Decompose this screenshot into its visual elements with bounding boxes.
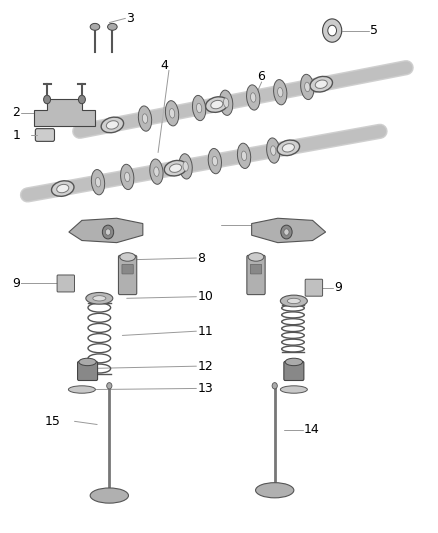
Circle shape <box>102 225 114 239</box>
Ellipse shape <box>248 253 264 261</box>
Ellipse shape <box>283 144 294 152</box>
Ellipse shape <box>138 106 152 131</box>
Ellipse shape <box>95 177 101 187</box>
Circle shape <box>107 383 112 389</box>
Text: 14: 14 <box>304 423 319 437</box>
FancyBboxPatch shape <box>305 279 322 296</box>
Polygon shape <box>69 218 143 243</box>
Circle shape <box>44 95 50 104</box>
Ellipse shape <box>120 253 135 261</box>
Text: 10: 10 <box>197 290 213 303</box>
Circle shape <box>328 25 336 36</box>
Polygon shape <box>252 218 325 243</box>
Ellipse shape <box>300 74 314 100</box>
Ellipse shape <box>192 95 206 120</box>
Ellipse shape <box>305 82 310 92</box>
Ellipse shape <box>52 181 74 196</box>
Text: 11: 11 <box>197 325 213 338</box>
Ellipse shape <box>124 172 130 182</box>
Ellipse shape <box>93 296 106 301</box>
Text: 5: 5 <box>370 24 378 37</box>
Ellipse shape <box>315 80 327 88</box>
Text: 6: 6 <box>257 70 265 83</box>
Text: 9: 9 <box>334 281 342 294</box>
Circle shape <box>272 383 277 389</box>
Text: 4: 4 <box>161 59 169 71</box>
Ellipse shape <box>90 488 128 503</box>
Ellipse shape <box>280 295 307 307</box>
Ellipse shape <box>90 23 100 30</box>
Text: 15: 15 <box>44 415 60 428</box>
Ellipse shape <box>251 93 256 102</box>
FancyBboxPatch shape <box>247 255 265 295</box>
Ellipse shape <box>310 76 332 92</box>
Ellipse shape <box>212 156 218 166</box>
Ellipse shape <box>197 103 202 113</box>
Ellipse shape <box>255 483 294 498</box>
Ellipse shape <box>120 164 134 190</box>
Circle shape <box>106 229 111 235</box>
Ellipse shape <box>223 98 229 108</box>
FancyBboxPatch shape <box>118 255 137 295</box>
Polygon shape <box>34 100 95 126</box>
Ellipse shape <box>237 143 251 168</box>
Text: 9: 9 <box>12 277 20 290</box>
Ellipse shape <box>287 298 300 304</box>
FancyBboxPatch shape <box>122 264 133 274</box>
Ellipse shape <box>278 87 283 97</box>
Text: 8: 8 <box>197 252 205 264</box>
Circle shape <box>284 229 289 235</box>
Ellipse shape <box>79 358 96 366</box>
FancyBboxPatch shape <box>78 361 98 381</box>
Text: 12: 12 <box>197 360 213 373</box>
FancyBboxPatch shape <box>284 361 304 381</box>
Text: 13: 13 <box>197 382 213 395</box>
Ellipse shape <box>108 23 117 30</box>
Ellipse shape <box>241 151 247 160</box>
Ellipse shape <box>280 386 307 393</box>
Text: 2: 2 <box>12 106 20 119</box>
Ellipse shape <box>154 167 159 176</box>
Ellipse shape <box>150 159 163 184</box>
FancyBboxPatch shape <box>57 275 74 292</box>
Ellipse shape <box>267 138 280 163</box>
FancyBboxPatch shape <box>251 264 261 274</box>
FancyBboxPatch shape <box>35 128 54 141</box>
Ellipse shape <box>285 358 303 366</box>
Ellipse shape <box>101 117 124 133</box>
Ellipse shape <box>205 97 228 112</box>
Ellipse shape <box>179 154 192 179</box>
Text: 1: 1 <box>13 128 21 141</box>
Circle shape <box>322 19 342 42</box>
Ellipse shape <box>277 140 300 156</box>
Ellipse shape <box>211 100 223 109</box>
Ellipse shape <box>170 109 175 118</box>
Ellipse shape <box>142 114 148 123</box>
Ellipse shape <box>219 90 233 115</box>
Circle shape <box>78 95 85 104</box>
Ellipse shape <box>183 161 188 171</box>
Ellipse shape <box>106 121 118 129</box>
Ellipse shape <box>274 79 287 105</box>
Ellipse shape <box>164 160 187 176</box>
Ellipse shape <box>166 101 179 126</box>
Ellipse shape <box>208 149 222 174</box>
Text: 7: 7 <box>286 219 294 232</box>
Ellipse shape <box>271 146 276 155</box>
Ellipse shape <box>92 169 105 195</box>
Ellipse shape <box>57 184 69 193</box>
Ellipse shape <box>68 386 95 393</box>
Text: 3: 3 <box>126 12 134 25</box>
Ellipse shape <box>170 164 182 172</box>
Ellipse shape <box>247 85 260 110</box>
Circle shape <box>281 225 292 239</box>
Ellipse shape <box>86 293 113 304</box>
